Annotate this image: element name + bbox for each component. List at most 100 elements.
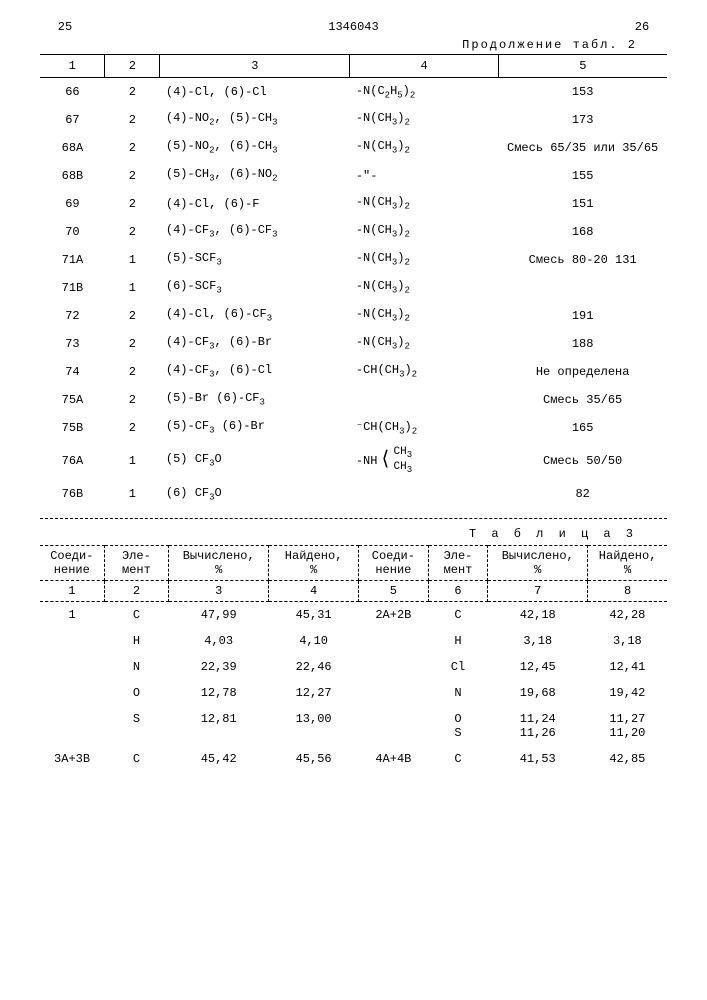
- page-number-right: 26: [617, 20, 667, 34]
- table-cell: C: [428, 746, 488, 772]
- table-cell: Не определена: [498, 358, 667, 386]
- table-cell: 2: [105, 106, 160, 134]
- table-cell: 4,03: [169, 628, 269, 654]
- table-cell: (6)-SCF3: [160, 274, 350, 302]
- table-cell: 68A: [40, 134, 105, 162]
- table-cell: (4)-CF3, (6)-Br: [160, 330, 350, 358]
- t3-h1-4: Найдено,%: [269, 545, 359, 580]
- table-cell: 2: [105, 190, 160, 218]
- table-cell: 1: [40, 601, 104, 628]
- table-cell: 71A: [40, 246, 105, 274]
- t2-col-5: 5: [498, 55, 667, 78]
- table-cell: 3A+3B: [40, 746, 104, 772]
- table-cell: 42,28: [588, 601, 667, 628]
- t3-header-row-1: Соеди-нение Эле-мент Вычислено,% Найдено…: [40, 545, 667, 580]
- table-cell: (6) CF3O: [160, 480, 350, 508]
- t3-h2-7: 7: [488, 580, 588, 601]
- table-cell: [40, 654, 104, 680]
- table-row: 722(4)-Cl, (6)-CF3-N(CH3)2191: [40, 302, 667, 330]
- table-cell: 19,68: [488, 680, 588, 706]
- page-number-left: 25: [40, 20, 90, 34]
- table-cell: 1: [105, 442, 160, 480]
- table-row: 732(4)-CF3, (6)-Br-N(CH3)2188: [40, 330, 667, 358]
- table-cell: 19,42: [588, 680, 667, 706]
- table-cell: C: [104, 601, 169, 628]
- table-cell: OS: [428, 706, 488, 746]
- table-cell: 191: [498, 302, 667, 330]
- table-row: H4,034,10H3,183,18: [40, 628, 667, 654]
- table-cell: 2A+2B: [359, 601, 429, 628]
- table-cell: (4)-CF3, (6)-CF3: [160, 218, 350, 246]
- t2-col-3: 3: [160, 55, 350, 78]
- table-cell: (5)-NO2, (6)-CH3: [160, 134, 350, 162]
- table-cell: 11,2411,26: [488, 706, 588, 746]
- table-row: 71A1(5)-SCF3-N(CH3)2Смесь 80-20 131: [40, 246, 667, 274]
- table-cell: (4)-Cl, (6)-Cl: [160, 78, 350, 106]
- table-cell: [498, 274, 667, 302]
- table-cell: (4)-CF3, (6)-Cl: [160, 358, 350, 386]
- table-cell: 1: [105, 480, 160, 508]
- table-cell: [359, 628, 429, 654]
- table-cell: 12,45: [488, 654, 588, 680]
- table-cell: 66: [40, 78, 105, 106]
- table-cell: 75B: [40, 414, 105, 442]
- table-divider: [40, 518, 667, 519]
- table-cell: [40, 680, 104, 706]
- table-cell: N: [104, 654, 169, 680]
- table-cell: 2: [105, 162, 160, 190]
- table-row: 68A2(5)-NO2, (6)-CH3-N(CH3)2Смесь 65/35 …: [40, 134, 667, 162]
- t3-h1-7: Вычислено,%: [488, 545, 588, 580]
- table-cell: C: [104, 746, 169, 772]
- table-row: 3A+3BC45,4245,564A+4BC41,5342,85: [40, 746, 667, 772]
- table-row: 75A2(5)-Br (6)-CF3Смесь 35/65: [40, 386, 667, 414]
- table-row: 1C47,9945,312A+2BC42,1842,28: [40, 601, 667, 628]
- t3-h1-2: Эле-мент: [104, 545, 169, 580]
- table-cell: 1: [105, 246, 160, 274]
- table-cell: 12,78: [169, 680, 269, 706]
- table-cell: Смесь 65/35 или 35/65: [498, 134, 667, 162]
- table-cell: 4A+4B: [359, 746, 429, 772]
- table-cell: (5)-CH3, (6)-NO2: [160, 162, 350, 190]
- table-row: 76B1(6) CF3O82: [40, 480, 667, 508]
- table-cell: 188: [498, 330, 667, 358]
- table-cell: 12,27: [269, 680, 359, 706]
- table-cell: C: [428, 601, 488, 628]
- table-cell: (5)-SCF3: [160, 246, 350, 274]
- table-cell: [359, 680, 429, 706]
- table-cell: 168: [498, 218, 667, 246]
- table-cell: 41,53: [488, 746, 588, 772]
- t3-h2-5: 5: [359, 580, 429, 601]
- table-cell: 155: [498, 162, 667, 190]
- table-cell: Смесь 80-20 131: [498, 246, 667, 274]
- table-row: 702(4)-CF3, (6)-CF3-N(CH3)2168: [40, 218, 667, 246]
- table-cell: 165: [498, 414, 667, 442]
- table-cell: 22,46: [269, 654, 359, 680]
- table-cell: -N(CH3)2: [350, 106, 498, 134]
- table-cell: 47,99: [169, 601, 269, 628]
- document-id: 1346043: [90, 20, 617, 34]
- table-cell: 2: [105, 134, 160, 162]
- table-cell: 45,31: [269, 601, 359, 628]
- page-header: 25 1346043 26: [40, 20, 667, 34]
- table-cell: 13,00: [269, 706, 359, 746]
- table-cell: 1: [105, 274, 160, 302]
- table-row: 662(4)-Cl, (6)-Cl-N(C2H5)2153: [40, 78, 667, 106]
- table-cell: [359, 654, 429, 680]
- table-cell: -CH(CH3)2: [350, 358, 498, 386]
- table-cell: 2: [105, 386, 160, 414]
- table-cell: 12,41: [588, 654, 667, 680]
- table-cell: 4,10: [269, 628, 359, 654]
- table-cell: 151: [498, 190, 667, 218]
- table-cell: 3,18: [488, 628, 588, 654]
- t3-h1-6: Эле-мент: [428, 545, 488, 580]
- t3-h2-4: 4: [269, 580, 359, 601]
- table-row: 742(4)-CF3, (6)-Cl-CH(CH3)2Не определена: [40, 358, 667, 386]
- table-cell: 71B: [40, 274, 105, 302]
- table-cell: 42,18: [488, 601, 588, 628]
- t2-col-4: 4: [350, 55, 498, 78]
- table-cell: 22,39: [169, 654, 269, 680]
- table-cell: 74: [40, 358, 105, 386]
- table-cell: ⁻CH(CH3)2: [350, 414, 498, 442]
- t3-h1-5: Соеди-нение: [359, 545, 429, 580]
- table-cell: 69: [40, 190, 105, 218]
